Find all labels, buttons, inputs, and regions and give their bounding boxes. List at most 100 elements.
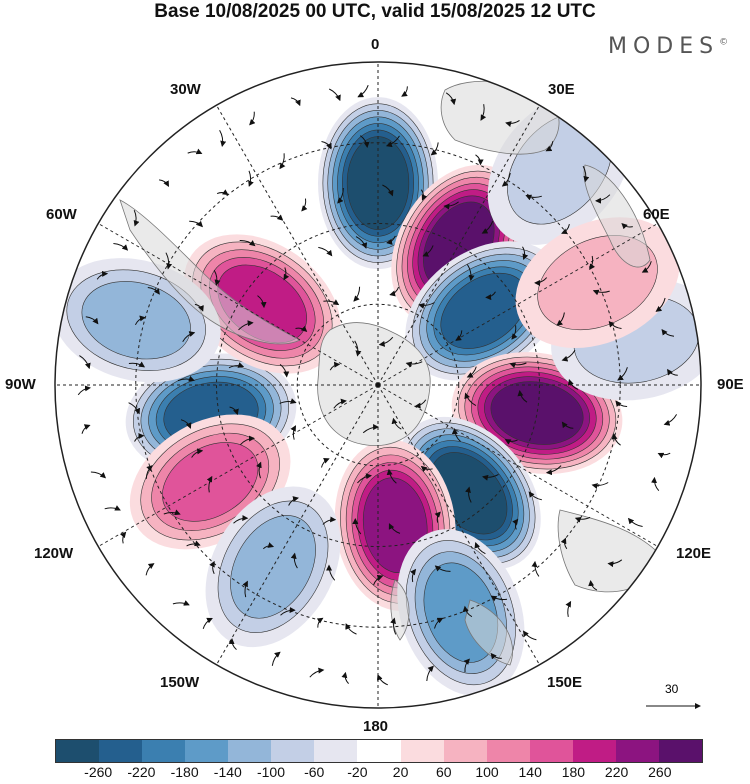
brand-text: MODES [608,34,720,59]
wind-arrow [567,378,579,390]
wind-arrow [389,286,400,297]
lon-label-90w: 90W [5,376,36,393]
wind-arrow [202,617,213,629]
wind-arrow [386,235,396,245]
wind-arrow [434,617,444,629]
colorbar-ticks: -260 -220 -180 -140 -100 -60 -20 20 60 100 140 180 2… [0,764,750,784]
wind-arrow [589,255,596,271]
wind-arrow [81,424,91,434]
colorbar-tick-label: 180 [561,764,586,780]
wind-arrow [426,665,434,682]
wind-arrow [376,674,388,686]
wind-arrow [525,194,542,201]
wind-arrow [390,617,397,635]
wind-arrow [362,424,380,434]
colorbar-swatch [185,740,229,762]
wind-arrow [561,421,574,429]
colorbar-tick-label: -100 [256,764,286,780]
wind-arrow [79,355,91,370]
wind-arrow [534,277,548,286]
wind-arrow [283,267,290,281]
colorbar-swatch [228,740,272,762]
wind-arrow [443,201,459,210]
wind-arrow [505,119,520,127]
wind-arrow [388,523,401,534]
colorbar-swatch [314,740,358,762]
wind-arrow [145,563,155,576]
wind-arrow [512,518,519,530]
wind-arrow [464,392,477,407]
wind-arrow [560,537,568,550]
wind-arrow [165,252,173,270]
colorbar-tick-label: 220 [604,764,629,780]
colorbar-swatch [56,740,100,762]
wind-arrow [661,329,675,337]
wind-arrow [422,245,434,257]
wind-arrow [445,92,457,106]
lon-label-90e: 90E [717,376,744,393]
wind-arrow [238,320,254,331]
wind-arrow [357,473,372,484]
wind-arrow [414,399,427,409]
wind-arrow [385,135,400,148]
wind-arrow [321,141,332,150]
wind-arrow [480,104,487,121]
wind-arrow [147,287,160,295]
colorbar-tick-label: 60 [436,764,452,780]
wind-arrow [189,220,204,228]
colorbar-swatch [486,740,530,762]
wind-arrow [239,239,256,247]
wind-arrow [405,361,423,368]
wind-arrow [451,428,461,442]
colorbar-swatch [443,740,487,762]
wind-arrow [455,330,463,341]
wind-arrow [574,516,591,523]
wind-arrow [248,170,254,187]
wind-arrow [186,540,201,547]
wind-arrow [120,531,127,544]
wind-arrow [134,433,145,442]
copyright-mark: © [719,37,729,48]
lon-label-150w: 150W [160,674,200,691]
colorbar-swatch [99,740,143,762]
wind-arrow [113,243,129,251]
wind-arrow [333,398,347,409]
wind-arrow [528,491,542,501]
wind-arrow [309,667,325,678]
wind-arrow [159,179,169,187]
wind-arrow [588,580,598,591]
reference-vector: 30 [640,682,710,712]
wind-arrow [288,496,299,506]
wind-arrow [434,511,441,523]
wind-arrow [229,406,239,416]
wind-arrow [608,320,622,329]
wind-arrow [418,302,435,309]
wind-arrow [565,600,572,618]
wind-arrow [77,385,91,396]
colorbar-tick-label: 260 [648,764,672,780]
wind-arrow [655,297,666,312]
wind-arrow [490,595,508,602]
wind-arrow [145,465,153,479]
lon-label-60e: 60E [643,206,670,223]
colorbar-tick-label: -140 [213,764,242,780]
wind-arrow [561,350,576,362]
wind-arrow [182,331,196,342]
modes-logo: MODES© [608,34,728,59]
lon-label-0: 0 [371,36,380,53]
wind-arrow [279,364,290,378]
wind-arrow [321,457,330,468]
colorbar-swatch [658,740,702,762]
wind-arrow [352,518,362,535]
wind-arrow [280,607,296,616]
wind-arrow [323,299,340,306]
colorbar-tick-label: 100 [475,764,499,780]
wind-arrow [545,141,554,152]
wind-arrow [485,291,496,301]
reference-vector-label: 30 [665,682,679,696]
wind-arrow [187,148,203,155]
wind-arrow [382,184,394,197]
colorbar-tick-label: -20 [347,764,368,780]
anomaly-contour [490,381,584,445]
wind-arrow [475,154,484,166]
